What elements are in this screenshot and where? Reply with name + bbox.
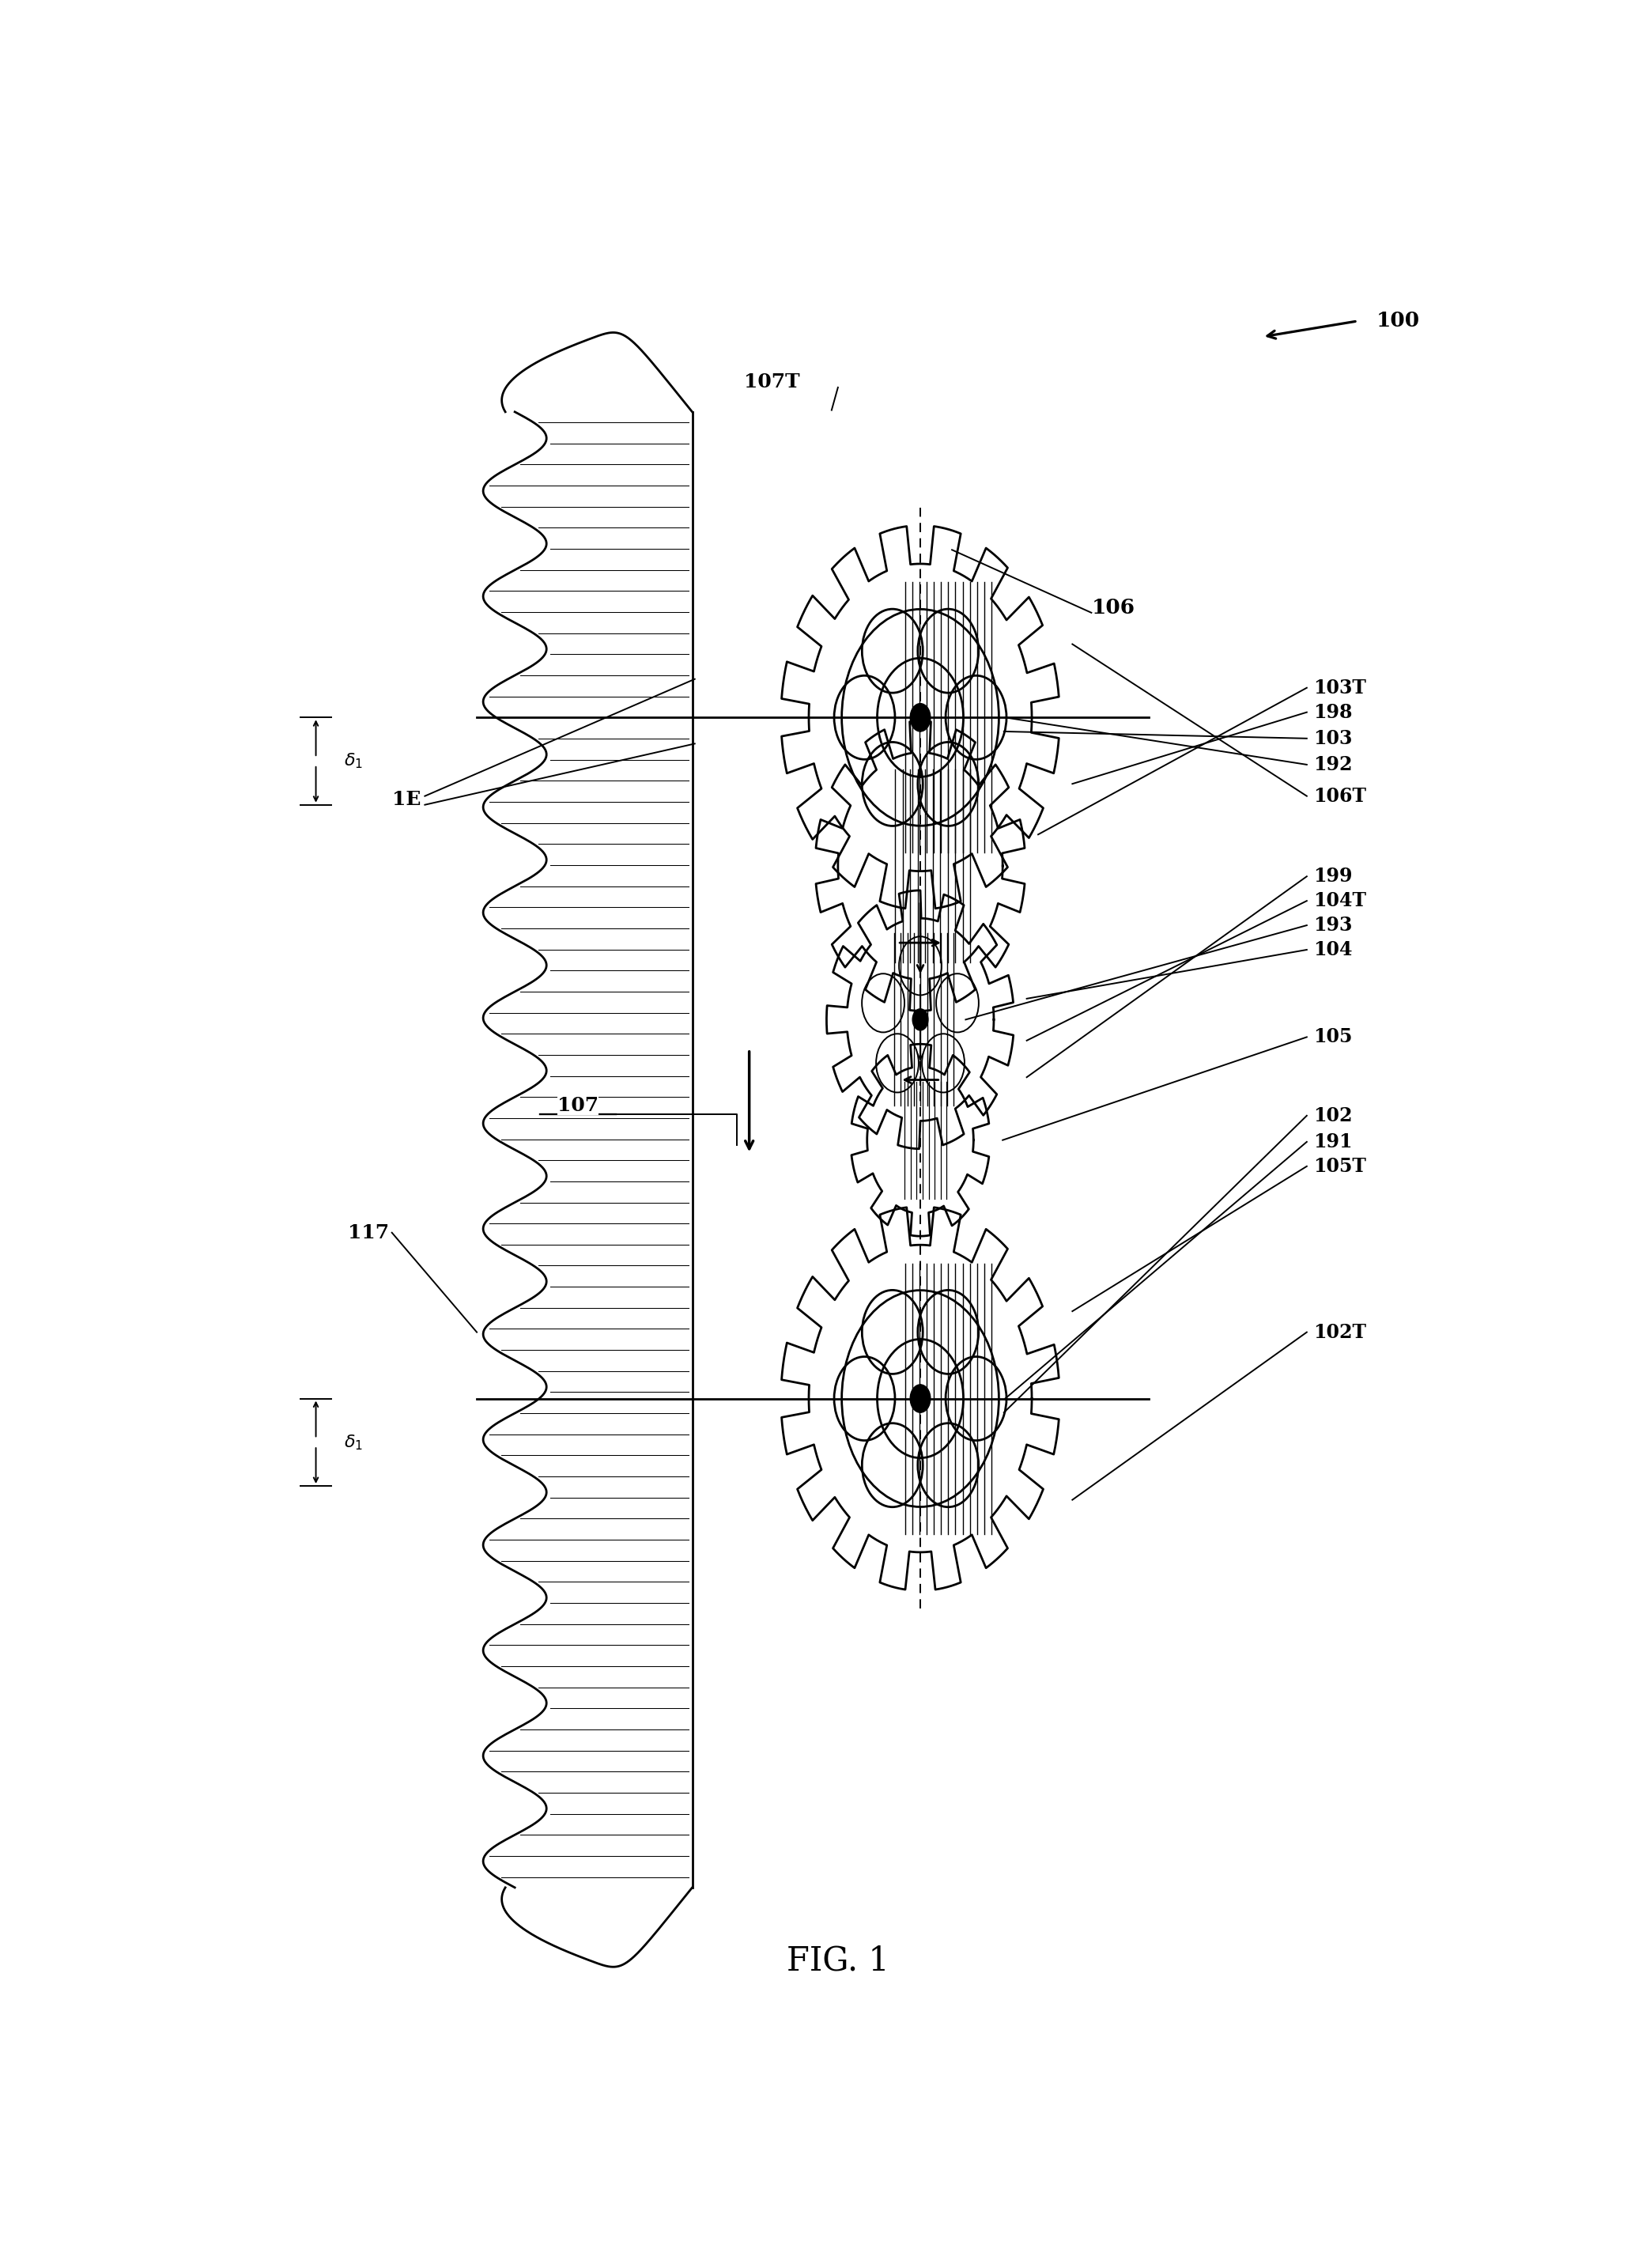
Circle shape	[912, 1009, 929, 1030]
Text: 106T: 106T	[1313, 787, 1367, 805]
Text: 193: 193	[1313, 916, 1352, 934]
Text: 198: 198	[1313, 703, 1352, 721]
Circle shape	[911, 703, 930, 733]
Text: 103T: 103T	[1313, 678, 1365, 696]
Text: 117: 117	[348, 1222, 389, 1243]
Text: 102: 102	[1313, 1107, 1352, 1125]
Text: 191: 191	[1313, 1132, 1352, 1152]
Text: $\delta_1$: $\delta_1$	[343, 751, 363, 771]
Text: 107T: 107T	[744, 372, 800, 392]
Text: 105T: 105T	[1313, 1157, 1365, 1175]
Text: 100: 100	[1377, 311, 1421, 331]
Text: 102T: 102T	[1313, 1322, 1367, 1343]
Text: 192: 192	[1313, 755, 1352, 773]
Text: 1E: 1E	[392, 789, 420, 810]
Text: 104: 104	[1313, 941, 1352, 959]
Text: 103: 103	[1313, 728, 1352, 748]
Text: $\delta_1$: $\delta_1$	[343, 1433, 363, 1452]
Circle shape	[911, 1383, 930, 1413]
Text: 106: 106	[1092, 596, 1135, 617]
Text: 199: 199	[1313, 866, 1352, 887]
Text: FIG. 1: FIG. 1	[786, 1944, 889, 1978]
Text: 107: 107	[558, 1095, 598, 1114]
Text: 105: 105	[1313, 1027, 1352, 1046]
Text: 104T: 104T	[1313, 891, 1367, 909]
